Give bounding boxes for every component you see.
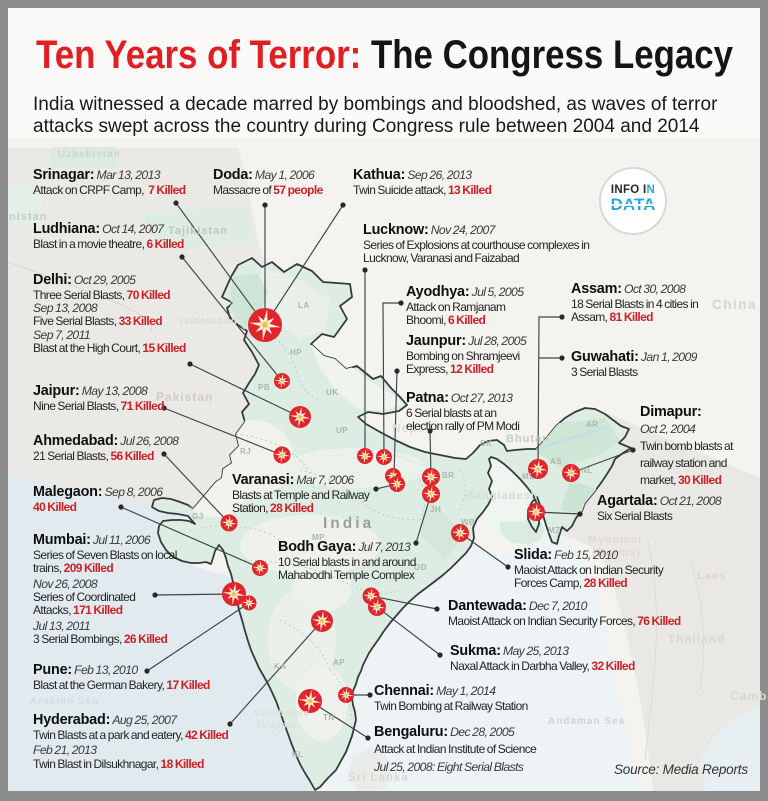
svg-text:GJ: GJ: [192, 512, 204, 521]
svg-text:Coimbatore: Coimbatore: [254, 708, 309, 718]
svg-text:UK: UK: [326, 388, 339, 397]
svg-text:NL: NL: [581, 466, 593, 475]
svg-text:Islamabad: Islamabad: [180, 316, 238, 327]
svg-text:Myanmar: Myanmar: [588, 534, 643, 546]
svg-text:Tajikistan: Tajikistan: [168, 225, 228, 237]
svg-text:LA: LA: [298, 301, 310, 310]
svg-text:KA: KA: [274, 662, 287, 671]
svg-text:KL: KL: [292, 750, 304, 759]
svg-text:Bhutan: Bhutan: [506, 433, 550, 445]
svg-text:HP: HP: [290, 348, 302, 357]
svg-text:JH: JH: [430, 505, 441, 514]
svg-text:(Burma): (Burma): [592, 547, 641, 559]
svg-text:OD: OD: [414, 563, 427, 572]
svg-text:AP: AP: [333, 658, 345, 667]
svg-text:SK: SK: [480, 439, 492, 448]
svg-text:BR: BR: [442, 471, 455, 480]
svg-text:Arabian Sea: Arabian Sea: [30, 696, 99, 707]
svg-text:Tiruppur: Tiruppur: [256, 720, 297, 730]
svg-text:Uzbekistan: Uzbekistan: [58, 149, 121, 160]
svg-text:AS: AS: [550, 457, 562, 466]
svg-text:UP: UP: [336, 426, 348, 435]
svg-text:Pakistan: Pakistan: [156, 390, 213, 404]
svg-text:Camb: Camb: [730, 689, 767, 703]
svg-text:ML: ML: [522, 472, 535, 481]
svg-text:RJ: RJ: [240, 447, 251, 456]
svg-text:China: China: [712, 297, 757, 312]
svg-text:nistan: nistan: [9, 211, 47, 223]
svg-text:PB: PB: [258, 383, 270, 392]
svg-text:AR: AR: [586, 420, 599, 429]
svg-text:TN: TN: [323, 713, 335, 722]
svg-text:Bangladesh: Bangladesh: [466, 490, 538, 502]
svg-text:India: India: [323, 515, 374, 532]
svg-text:Sri Lanka: Sri Lanka: [348, 772, 409, 784]
svg-text:MZ: MZ: [548, 526, 561, 535]
svg-text:WB: WB: [461, 518, 475, 527]
svg-text:MP: MP: [312, 533, 325, 542]
svg-text:Andaman Sea: Andaman Sea: [548, 716, 625, 727]
svg-text:Nepal: Nepal: [392, 421, 430, 435]
svg-text:Laos: Laos: [697, 570, 727, 582]
svg-text:Thailand: Thailand: [668, 632, 725, 646]
